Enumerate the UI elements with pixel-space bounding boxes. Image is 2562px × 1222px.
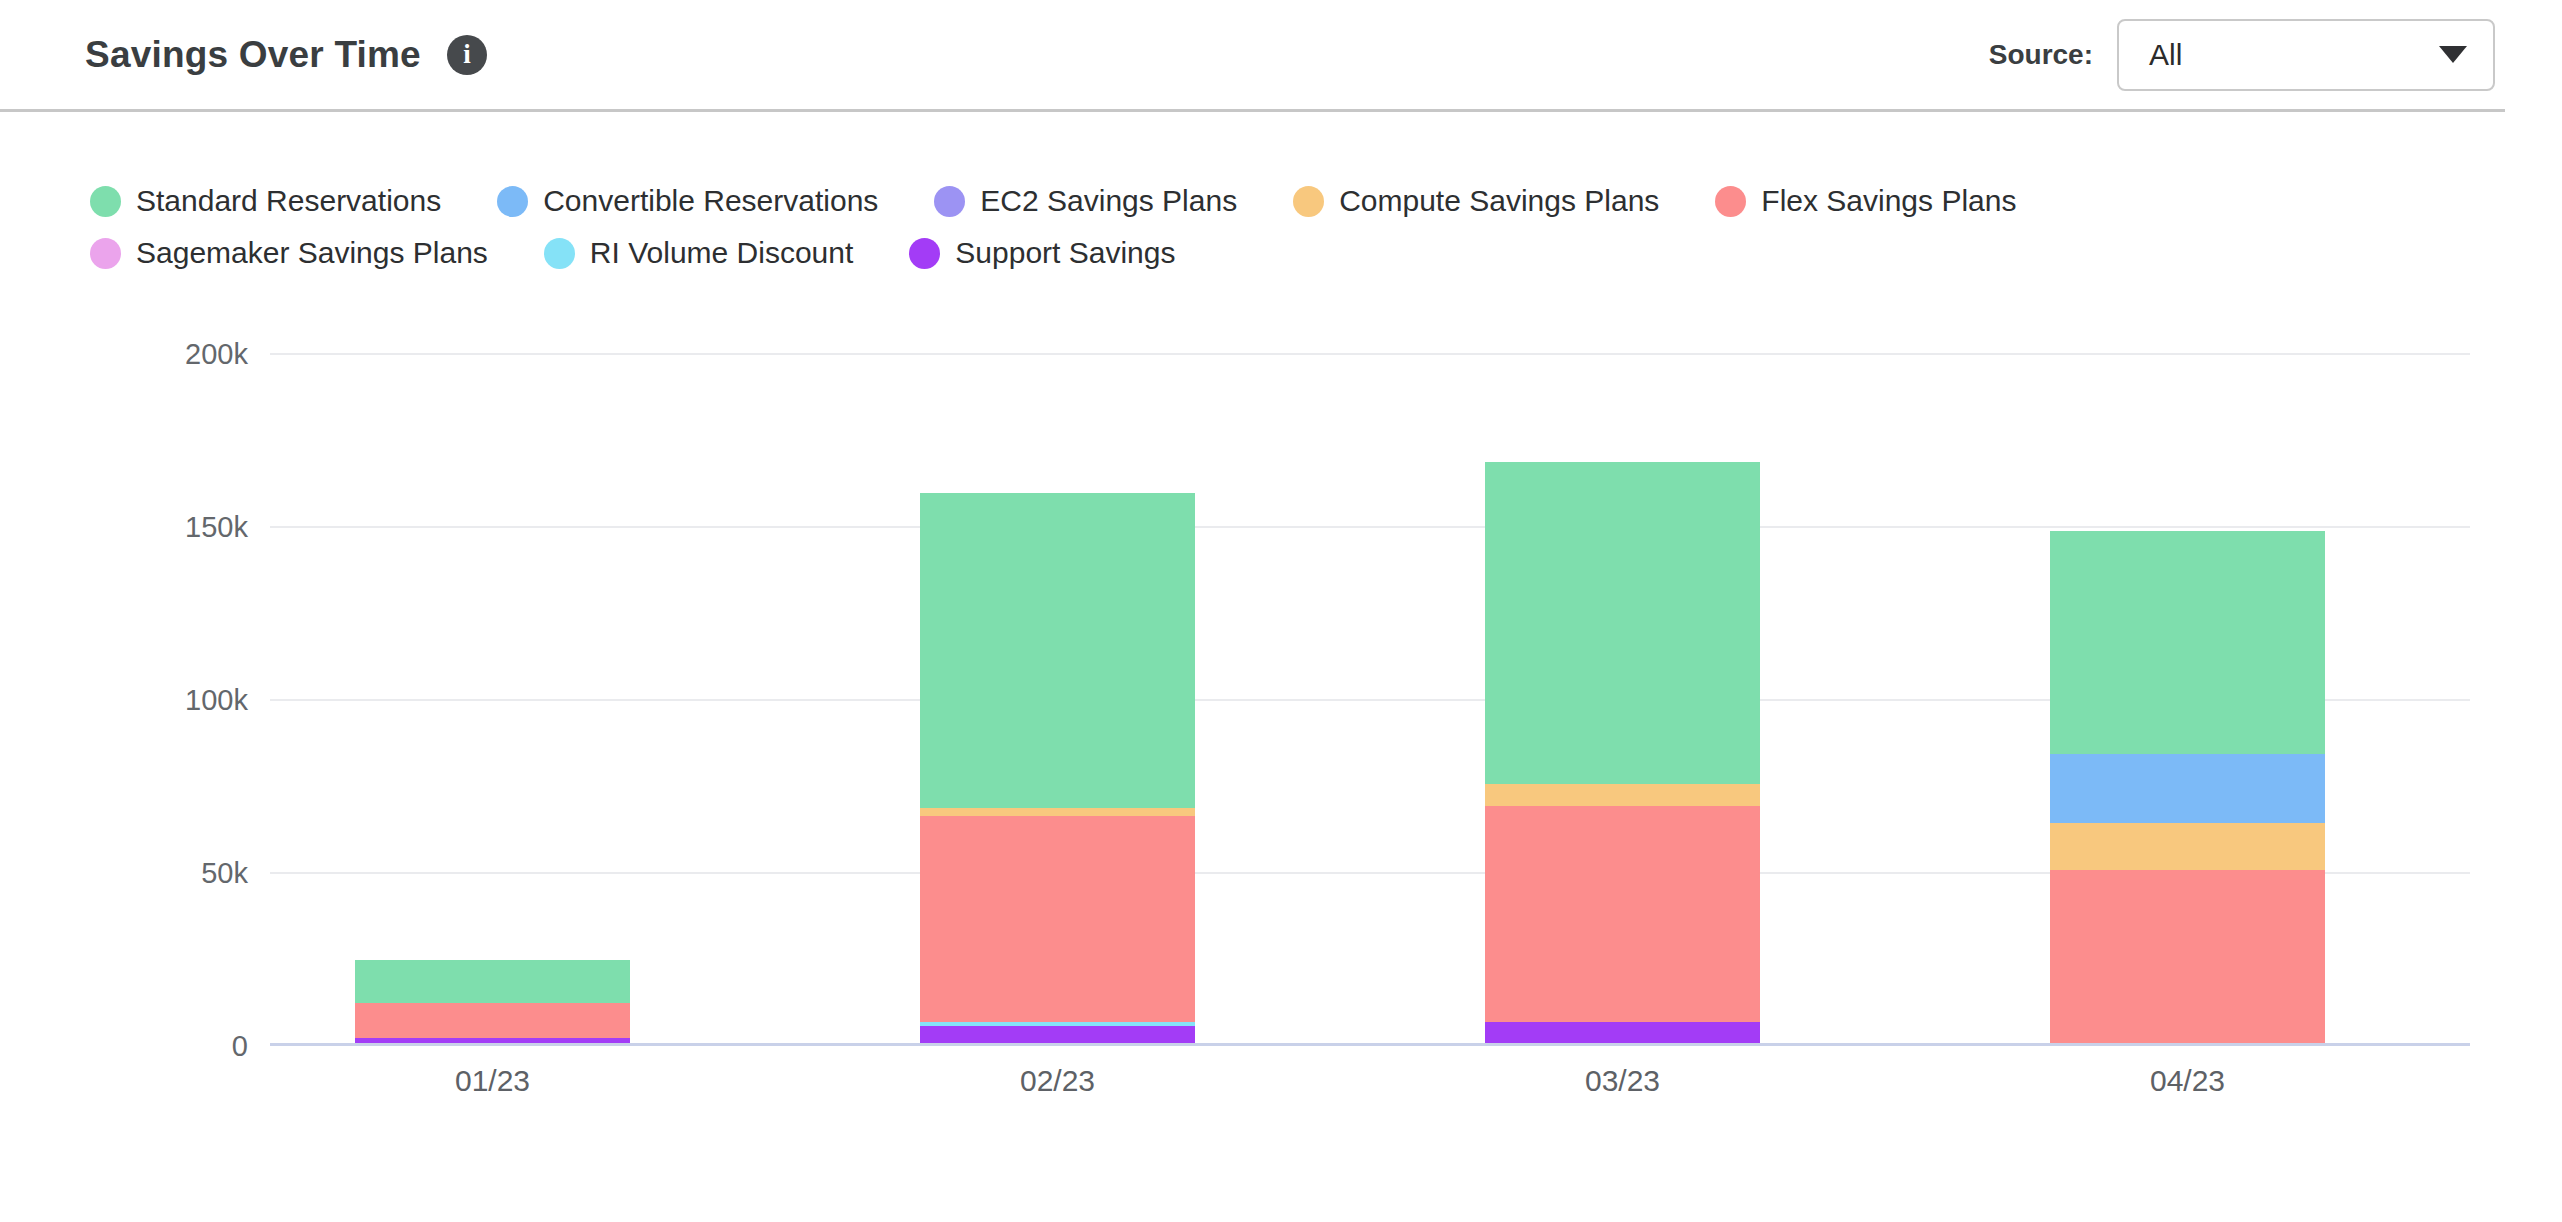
legend-item-ec2-savings-plans[interactable]: EC2 Savings Plans	[934, 184, 1237, 218]
bar-group-04-23	[2050, 531, 2325, 1043]
bar-segment-compute-savings-plans[interactable]	[1485, 784, 1760, 806]
legend-item-support-savings[interactable]: Support Savings	[909, 236, 1175, 270]
savings-over-time-card: Savings Over Time i Source: All Standard…	[0, 0, 2505, 1108]
bar-group-01-23	[355, 960, 630, 1043]
info-icon[interactable]: i	[447, 35, 487, 75]
legend-dot-icon	[90, 238, 121, 269]
legend-dot-icon	[544, 238, 575, 269]
x-axis-tick-label: 02/23	[1020, 1064, 1095, 1098]
bar-segment-compute-savings-plans[interactable]	[920, 808, 1195, 817]
source-control: Source: All	[1989, 19, 2495, 91]
bar-segment-convertible-reservations[interactable]	[2050, 754, 2325, 823]
gridline	[270, 526, 2470, 528]
legend-dot-icon	[1715, 186, 1746, 217]
bar-segment-standard-reservations[interactable]	[2050, 531, 2325, 754]
gridline	[270, 353, 2470, 355]
bar-segment-flex-savings-plans[interactable]	[1485, 806, 1760, 1022]
legend-item-label: Compute Savings Plans	[1339, 184, 1659, 218]
legend-item-compute-savings-plans[interactable]: Compute Savings Plans	[1293, 184, 1659, 218]
x-axis-tick-label: 04/23	[2150, 1064, 2225, 1098]
bar-segment-support-savings[interactable]	[1485, 1022, 1760, 1043]
bar-segment-standard-reservations[interactable]	[355, 960, 630, 1003]
chart-legend: Standard Reservations Convertible Reserva…	[90, 184, 2250, 270]
savings-chart-plot: 050k100k150k200k	[270, 354, 2470, 1046]
legend-item-label: Sagemaker Savings Plans	[136, 236, 488, 270]
source-dropdown[interactable]: All	[2117, 19, 2495, 91]
legend-item-label: Support Savings	[955, 236, 1175, 270]
card-header: Savings Over Time i Source: All	[0, 0, 2505, 112]
legend-item-ri-volume-discount[interactable]: RI Volume Discount	[544, 236, 853, 270]
y-axis-tick-label: 150k	[8, 513, 248, 542]
bar-group-02-23	[920, 493, 1195, 1043]
y-axis-tick-label: 50k	[8, 859, 248, 888]
bar-segment-flex-savings-plans[interactable]	[920, 816, 1195, 1022]
legend-dot-icon	[934, 186, 965, 217]
source-label: Source:	[1989, 39, 2093, 71]
bar-segment-compute-savings-plans[interactable]	[2050, 823, 2325, 870]
y-axis-tick-label: 100k	[8, 686, 248, 715]
legend-item-label: EC2 Savings Plans	[980, 184, 1237, 218]
page-title: Savings Over Time	[85, 34, 421, 76]
bar-segment-flex-savings-plans[interactable]	[355, 1003, 630, 1038]
legend-dot-icon	[497, 186, 528, 217]
bar-segment-standard-reservations[interactable]	[1485, 462, 1760, 784]
legend-item-label: RI Volume Discount	[590, 236, 853, 270]
legend-item-label: Convertible Reservations	[543, 184, 878, 218]
legend-item-convertible-reservations[interactable]: Convertible Reservations	[497, 184, 878, 218]
source-dropdown-value: All	[2149, 38, 2182, 72]
title-group: Savings Over Time i	[85, 34, 487, 76]
bar-segment-support-savings[interactable]	[920, 1026, 1195, 1043]
y-axis-tick-label: 0	[8, 1032, 248, 1061]
legend-dot-icon	[909, 238, 940, 269]
x-axis-tick-label: 01/23	[455, 1064, 530, 1098]
bar-group-03-23	[1485, 462, 1760, 1043]
legend-item-standard-reservations[interactable]: Standard Reservations	[90, 184, 441, 218]
legend-item-label: Standard Reservations	[136, 184, 441, 218]
bar-segment-support-savings[interactable]	[355, 1038, 630, 1043]
x-axis-tick-label: 03/23	[1585, 1064, 1660, 1098]
legend-item-label: Flex Savings Plans	[1761, 184, 2016, 218]
legend-item-sagemaker-savings-plans[interactable]: Sagemaker Savings Plans	[90, 236, 488, 270]
caret-down-icon	[2439, 46, 2467, 63]
legend-dot-icon	[1293, 186, 1324, 217]
legend-dot-icon	[90, 186, 121, 217]
legend-item-flex-savings-plans[interactable]: Flex Savings Plans	[1715, 184, 2016, 218]
x-axis-labels: 01/23 02/23 03/23 04/23	[270, 1064, 2470, 1108]
y-axis-tick-label: 200k	[8, 340, 248, 369]
bar-segment-flex-savings-plans[interactable]	[2050, 870, 2325, 1043]
bar-segment-standard-reservations[interactable]	[920, 493, 1195, 808]
x-axis-line	[270, 1043, 2470, 1046]
